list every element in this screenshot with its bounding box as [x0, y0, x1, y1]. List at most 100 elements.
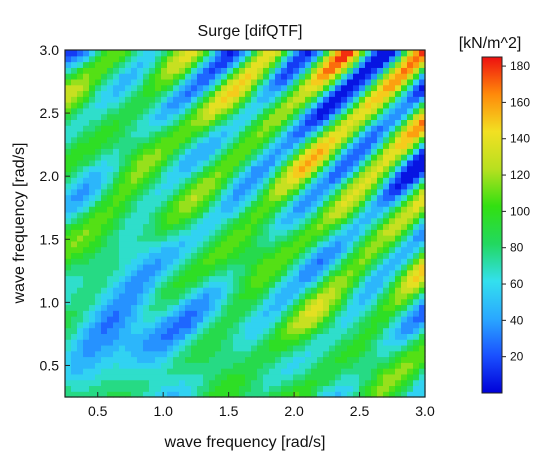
heatmap-cell	[65, 292, 72, 300]
heatmap-cell	[359, 211, 366, 219]
heatmap-cell	[119, 333, 126, 340]
heatmap-cell	[227, 55, 234, 63]
heatmap-cell	[149, 344, 156, 352]
heatmap-cell	[395, 362, 402, 369]
heatmap-cell	[335, 269, 342, 277]
heatmap-cell	[419, 269, 426, 277]
heatmap-cell	[203, 362, 210, 369]
heatmap-cell	[293, 321, 300, 329]
heatmap-cell	[155, 55, 162, 63]
heatmap-cell	[239, 235, 246, 242]
heatmap-cell	[119, 316, 126, 323]
heatmap-cell	[299, 321, 306, 329]
heatmap-cell	[89, 385, 96, 392]
heatmap-cell	[371, 107, 378, 115]
heatmap-cell	[395, 223, 402, 230]
heatmap-cell	[167, 142, 174, 149]
heatmap-cell	[287, 287, 294, 294]
heatmap-cell	[413, 263, 420, 271]
heatmap-cell	[203, 298, 210, 306]
heatmap-cell	[125, 327, 132, 334]
heatmap-cell	[203, 339, 210, 346]
heatmap-cell	[89, 333, 96, 340]
heatmap-cell	[191, 113, 198, 120]
heatmap-cell	[101, 368, 108, 375]
heatmap-cell	[257, 159, 264, 167]
heatmap-cell	[293, 287, 300, 294]
heatmap-cell	[389, 379, 396, 387]
heatmap-cell	[203, 240, 210, 248]
heatmap-cell	[107, 327, 114, 334]
heatmap-cell	[221, 177, 228, 184]
heatmap-cell	[89, 130, 96, 138]
heatmap-cell	[95, 102, 102, 109]
heatmap-cell	[149, 78, 156, 86]
heatmap-cell	[179, 84, 186, 92]
heatmap-cell	[131, 107, 138, 115]
heatmap-cell	[269, 96, 276, 103]
heatmap-cell	[209, 333, 216, 340]
heatmap-cell	[185, 73, 192, 80]
heatmap-cell	[83, 154, 90, 161]
heatmap-cell	[227, 350, 234, 358]
heatmap-cell	[353, 142, 360, 149]
heatmap-cell	[119, 246, 126, 254]
heatmap-cell	[293, 356, 300, 363]
heatmap-cell	[257, 113, 264, 120]
heatmap-cell	[353, 159, 360, 167]
heatmap-cell	[281, 211, 288, 219]
heatmap-cell	[281, 263, 288, 271]
heatmap-cell	[77, 373, 84, 381]
heatmap-cell	[269, 50, 276, 57]
heatmap-cell	[239, 55, 246, 63]
heatmap-cell	[281, 183, 288, 190]
heatmap-cell	[401, 391, 408, 398]
heatmap-cell	[71, 321, 78, 329]
heatmap-cell	[293, 235, 300, 242]
heatmap-cell	[251, 321, 258, 329]
heatmap-cell	[341, 275, 348, 282]
heatmap-cell	[413, 362, 420, 369]
heatmap-cell	[377, 368, 384, 375]
heatmap-cell	[233, 362, 240, 369]
heatmap-cell	[335, 368, 342, 375]
heatmap-cell	[257, 379, 264, 387]
heatmap-cell	[149, 61, 156, 68]
heatmap-cell	[89, 316, 96, 323]
heatmap-cell	[275, 246, 282, 254]
heatmap-cell	[233, 240, 240, 248]
heatmap-cell	[107, 356, 114, 363]
heatmap-cell	[77, 385, 84, 392]
heatmap-cell	[311, 298, 318, 306]
heatmap-cell	[215, 50, 222, 57]
heatmap-cell	[365, 275, 372, 282]
heatmap-cell	[71, 183, 78, 190]
heatmap-cell	[155, 90, 162, 97]
heatmap-cell	[227, 61, 234, 68]
heatmap-cell	[245, 223, 252, 230]
heatmap-cell	[371, 316, 378, 323]
heatmap-cell	[131, 125, 138, 132]
heatmap-cell	[125, 90, 132, 97]
heatmap-cell	[329, 206, 336, 213]
heatmap-cell	[305, 159, 312, 167]
heatmap-cell	[89, 310, 96, 317]
heatmap-cell	[179, 119, 186, 126]
heatmap-cell	[77, 177, 84, 184]
heatmap-cell	[167, 373, 174, 381]
heatmap-cell	[203, 385, 210, 392]
heatmap-cell	[239, 73, 246, 80]
heatmap-cell	[401, 368, 408, 375]
heatmap-cell	[197, 350, 204, 358]
heatmap-cell	[107, 223, 114, 230]
heatmap-cell	[83, 50, 90, 57]
heatmap-cell	[287, 263, 294, 271]
heatmap-cell	[77, 223, 84, 230]
heatmap-cell	[359, 119, 366, 126]
heatmap-cell	[155, 391, 162, 398]
heatmap-cell	[383, 125, 390, 132]
heatmap-cell	[191, 223, 198, 230]
heatmap-cell	[257, 321, 264, 329]
heatmap-cell	[413, 113, 420, 120]
heatmap-cell	[347, 298, 354, 306]
